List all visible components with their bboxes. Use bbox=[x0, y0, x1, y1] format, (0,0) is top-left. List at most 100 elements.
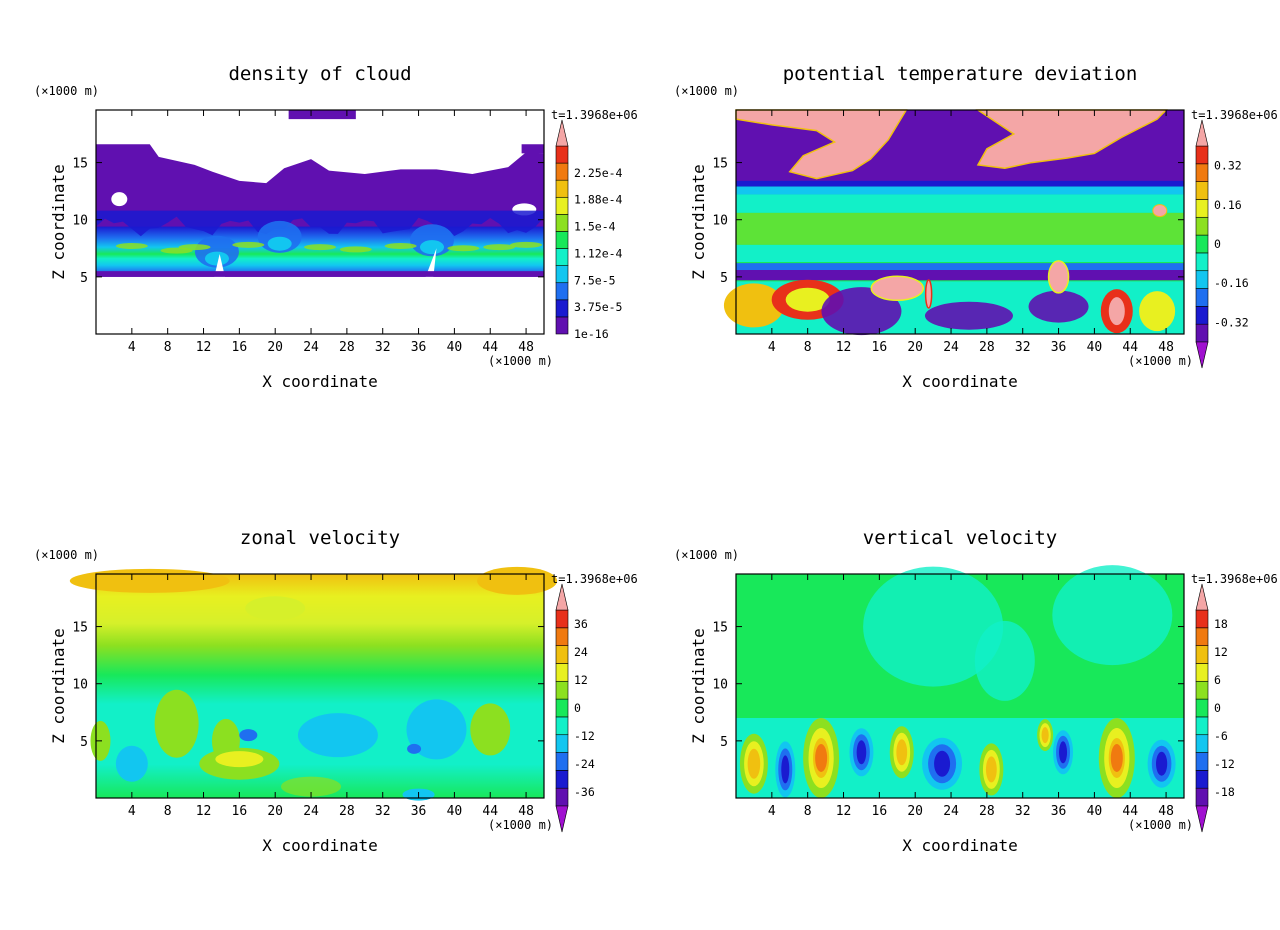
x-tick-label: 8 bbox=[164, 804, 172, 819]
colorbar-segment bbox=[555, 316, 569, 335]
colorbar-segment bbox=[555, 752, 569, 771]
x-tick-label: 8 bbox=[164, 340, 172, 355]
y-tick-label: 15 bbox=[72, 621, 88, 636]
colorbar-label: 18 bbox=[1214, 617, 1228, 631]
x-tick-label: 24 bbox=[303, 804, 319, 819]
time-label: t=1.3968e+06 bbox=[551, 572, 638, 586]
field-image bbox=[736, 565, 1184, 798]
y-tick-label: 10 bbox=[72, 214, 88, 229]
colorbar: -18 -12 -6 0 6 12 18 bbox=[1195, 583, 1235, 833]
y-tick-label: 10 bbox=[72, 678, 88, 693]
colorbar-lower-arrow bbox=[555, 805, 569, 833]
x-tick-label: 24 bbox=[303, 340, 319, 355]
x-tick-label: 48 bbox=[518, 340, 534, 355]
colorbar-label: 1.5e-4 bbox=[574, 220, 616, 234]
y-tick-label: 15 bbox=[712, 157, 728, 172]
colorbar-segment bbox=[555, 265, 569, 284]
colorbar: -0.32 -0.16 0 0.16 0.32 bbox=[1195, 119, 1249, 369]
x-unit-label: (×1000 m) bbox=[488, 818, 553, 832]
colorbar-segment bbox=[1195, 627, 1209, 646]
colorbar-segment bbox=[555, 787, 569, 807]
colorbar-label: -0.32 bbox=[1214, 315, 1249, 329]
colorbar: 1e-16 3.75e-5 7.5e-5 1.12e-4 1.5e-4 1.88e-4 2.… bbox=[555, 119, 623, 341]
x-tick-label: 44 bbox=[482, 804, 498, 819]
colorbar-segment bbox=[1195, 645, 1209, 664]
time-label: t=1.3968e+06 bbox=[1191, 108, 1278, 122]
colorbar-label: -0.16 bbox=[1214, 276, 1249, 290]
colorbar-segment bbox=[555, 716, 569, 736]
colorbar-label: 0 bbox=[1214, 237, 1221, 251]
x-tick-label: 44 bbox=[482, 340, 498, 355]
x-tick-label: 40 bbox=[447, 340, 463, 355]
y-tick-label: 5 bbox=[80, 735, 88, 750]
plot-frame bbox=[95, 109, 545, 335]
colorbar-segment bbox=[1195, 323, 1209, 343]
x-tick-label: 32 bbox=[1015, 804, 1031, 819]
x-tick-label: 36 bbox=[1051, 804, 1067, 819]
colorbar-segment bbox=[555, 609, 569, 629]
colorbar-segment bbox=[555, 645, 569, 664]
colorbar-label: 12 bbox=[574, 673, 588, 687]
x-tick-label: 12 bbox=[836, 340, 852, 355]
y-unit-label: (×1000 m) bbox=[674, 548, 739, 562]
x-tick-label: 24 bbox=[943, 804, 959, 819]
x-tick-label: 28 bbox=[339, 804, 355, 819]
colorbar-segment bbox=[555, 196, 569, 215]
x-tick-label: 12 bbox=[196, 340, 212, 355]
colorbar-label: -36 bbox=[574, 785, 595, 799]
y-axis-label: Z coordinate bbox=[49, 628, 68, 744]
y-unit-label: (×1000 m) bbox=[34, 84, 99, 98]
x-tick-label: 36 bbox=[411, 340, 427, 355]
x-tick-label: 48 bbox=[1158, 804, 1174, 819]
y-tick-label: 15 bbox=[712, 621, 728, 636]
x-tick-label: 40 bbox=[447, 804, 463, 819]
colorbar-segment bbox=[1195, 216, 1209, 236]
colorbar-segment bbox=[555, 145, 569, 164]
x-tick-label: 16 bbox=[872, 340, 888, 355]
x-tick-label: 16 bbox=[232, 340, 248, 355]
colorbar-upper-arrow bbox=[555, 119, 569, 147]
x-tick-label: 40 bbox=[1087, 340, 1103, 355]
colorbar-segment bbox=[555, 162, 569, 181]
colorbar-label: 7.5e-5 bbox=[574, 273, 616, 287]
plot-frame bbox=[95, 573, 545, 799]
y-tick-label: 15 bbox=[72, 157, 88, 172]
colorbar-label: 1e-16 bbox=[574, 327, 609, 341]
x-tick-label: 36 bbox=[1051, 340, 1067, 355]
panel-2: potential temperature deviation (×1000 m)… bbox=[674, 63, 1278, 391]
y-tick-label: 5 bbox=[80, 271, 88, 286]
colorbar-label: 0 bbox=[1214, 701, 1221, 715]
y-tick-label: 10 bbox=[712, 678, 728, 693]
x-tick-label: 24 bbox=[943, 340, 959, 355]
colorbar-segment bbox=[555, 627, 569, 646]
x-tick-label: 8 bbox=[804, 340, 812, 355]
colorbar-segment bbox=[555, 680, 569, 700]
chart-title: vertical velocity bbox=[863, 527, 1057, 549]
y-axis-label: Z coordinate bbox=[689, 164, 708, 280]
colorbar-label: -12 bbox=[574, 729, 595, 743]
x-tick-label: 32 bbox=[375, 340, 391, 355]
plot-frame bbox=[735, 109, 1185, 335]
colorbar-segment bbox=[1195, 609, 1209, 629]
colorbar-upper-arrow bbox=[1195, 119, 1209, 147]
colorbar-segment bbox=[555, 663, 569, 682]
x-tick-label: 44 bbox=[1122, 804, 1138, 819]
field-image bbox=[69, 566, 558, 801]
chart-title: density of cloud bbox=[228, 63, 411, 85]
x-tick-label: 28 bbox=[979, 804, 995, 819]
colorbar-segment bbox=[1195, 663, 1209, 682]
x-tick-label: 32 bbox=[1015, 340, 1031, 355]
colorbar-segment bbox=[1195, 199, 1209, 218]
x-tick-label: 8 bbox=[804, 804, 812, 819]
colorbar-segment bbox=[1195, 770, 1209, 789]
colorbar-label: 1.88e-4 bbox=[574, 193, 623, 207]
colorbar-segment bbox=[1195, 752, 1209, 771]
colorbar-segment bbox=[1195, 698, 1209, 718]
x-tick-label: 20 bbox=[907, 804, 923, 819]
time-label: t=1.3968e+06 bbox=[1191, 572, 1278, 586]
y-axis-label: Z coordinate bbox=[689, 628, 708, 744]
x-tick-label: 4 bbox=[768, 340, 776, 355]
x-tick-label: 40 bbox=[1087, 804, 1103, 819]
colorbar-label: 1.12e-4 bbox=[574, 246, 623, 260]
chart-title: zonal velocity bbox=[240, 527, 400, 549]
